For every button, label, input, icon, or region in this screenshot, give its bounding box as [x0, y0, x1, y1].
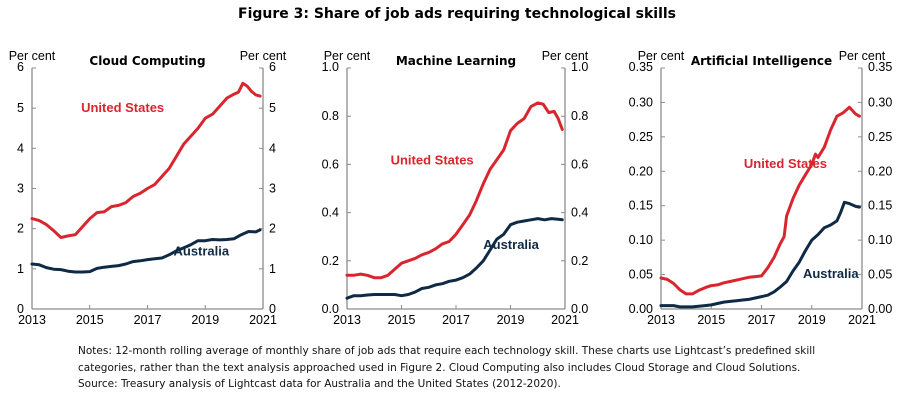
y-tick-label-left: 0.8 [322, 109, 339, 123]
y-tick-label-right: 4 [269, 141, 276, 155]
y-tick-label-right: 0.10 [868, 233, 892, 247]
charts-container: 0 0 1 1 2 2 3 3 4 4 5 5 6 6 2013 2015 2017 2019 2021 Per ce… [9, 49, 893, 327]
x-tick-label: 2015 [388, 313, 416, 327]
y-tick-label-left: 5 [17, 101, 24, 115]
series-label: Australia [173, 244, 229, 259]
y-tick-label-right: 0.25 [868, 130, 892, 144]
y-tick-label-left: 0.30 [629, 95, 653, 109]
y-unit-label-right: Per cent [542, 49, 589, 63]
series-label: United States [81, 100, 164, 115]
series-label: Australia [803, 266, 859, 281]
x-tick-label: 2013 [333, 313, 361, 327]
panel-title: Artificial Intelligence [691, 54, 832, 68]
y-tick-label-left: 6 [17, 60, 24, 74]
panel-title: Machine Learning [396, 54, 516, 68]
x-tick-label: 2017 [134, 313, 162, 327]
y-tick-label-left: 0 [17, 302, 24, 316]
y-tick-label-left: 0.2 [322, 254, 339, 268]
us-series-line [659, 105, 861, 296]
chart-panel-1: 0 0 1 1 2 2 3 3 4 4 5 5 6 6 2013 2015 2017 2019 2021 Per ce… [9, 49, 287, 327]
y-tick-label-right: 0.2 [571, 254, 588, 268]
figure-title: Figure 3: Share of job ads requiring tec… [238, 6, 676, 22]
y-tick-label-left: 4 [17, 141, 24, 155]
notes-line-3: Source: Treasury analysis of Lightcast d… [78, 378, 561, 390]
y-tick-label-left: 2 [17, 222, 24, 236]
y-tick-label-right: 5 [269, 101, 276, 115]
y-tick-label-right: 0.6 [571, 157, 588, 171]
x-tick-label: 2019 [191, 313, 219, 327]
y-tick-label-right: 0.20 [868, 164, 892, 178]
us-series-line [345, 101, 564, 280]
y-tick-label-right: 3 [269, 182, 276, 196]
series-label: United States [391, 152, 474, 167]
y-tick-label-left: 1 [17, 262, 24, 276]
y-tick-label-right: 1 [269, 262, 276, 276]
series-label: United States [744, 156, 827, 171]
y-tick-label-right: 0.0 [571, 302, 588, 316]
y-tick-label-right: 0.35 [868, 60, 892, 74]
x-tick-label: 2021 [551, 313, 579, 327]
y-tick-label-left: 0.25 [629, 130, 653, 144]
y-tick-label-right: 0.30 [868, 95, 892, 109]
au-series-line [659, 200, 861, 309]
y-unit-label-left: Per cent [638, 49, 685, 63]
y-tick-label-right: 0.05 [868, 268, 892, 282]
chart-panel-2: 0.0 0.0 0.2 0.2 0.4 0.4 0.6 0.6 0.8 0.8 1.0 1.0 2013… [322, 49, 589, 327]
x-tick-label: 2015 [697, 313, 725, 327]
notes-line-2: categories, rather than the text analysi… [78, 361, 801, 374]
figure-notes: Notes: 12-month rolling average of month… [78, 343, 878, 393]
au-series-line [345, 217, 564, 300]
y-tick-label-left: 3 [17, 182, 24, 196]
y-tick-label-left: 0.20 [629, 164, 653, 178]
panel-title: Cloud Computing [89, 54, 205, 68]
x-tick-label: 2017 [442, 313, 470, 327]
x-tick-label: 2021 [848, 313, 876, 327]
y-tick-label-left: 0.05 [629, 268, 653, 282]
y-tick-label-left: 0.15 [629, 199, 653, 213]
us-series-line [30, 81, 262, 239]
y-unit-label-right: Per cent [240, 49, 287, 63]
y-tick-label-right: 1.0 [571, 60, 588, 74]
notes-line-1: Notes: 12-month rolling average of month… [78, 345, 816, 357]
y-tick-label-left: 0.0 [322, 302, 339, 316]
y-tick-label-left: 1.0 [322, 60, 339, 74]
x-tick-label: 2013 [647, 313, 675, 327]
y-tick-label-left: 0.10 [629, 233, 653, 247]
y-tick-label-left: 0.35 [629, 60, 653, 74]
x-tick-label: 2015 [76, 313, 104, 327]
y-tick-label-left: 0.6 [322, 157, 339, 171]
y-unit-label-right: Per cent [839, 49, 886, 63]
x-tick-label: 2021 [249, 313, 277, 327]
y-tick-label-right: 0.4 [571, 206, 588, 220]
x-tick-label: 2019 [798, 313, 826, 327]
chart-panel-3: 0.00 0.00 0.05 0.05 0.10 0.10 0.15 0.15 0.20 0.20… [629, 49, 893, 327]
y-tick-label-right: 6 [269, 60, 276, 74]
x-tick-label: 2019 [497, 313, 525, 327]
y-unit-label-left: Per cent [9, 49, 56, 63]
y-unit-label-left: Per cent [324, 49, 371, 63]
y-tick-label-right: 2 [269, 222, 276, 236]
x-tick-label: 2013 [18, 313, 46, 327]
y-tick-label-right: 0.00 [868, 302, 892, 316]
y-tick-label-left: 0.00 [629, 302, 653, 316]
y-tick-label-right: 0.15 [868, 199, 892, 213]
y-tick-label-left: 0.4 [322, 206, 339, 220]
y-tick-label-right: 0.8 [571, 109, 588, 123]
y-tick-label-right: 0 [269, 302, 276, 316]
x-tick-label: 2017 [748, 313, 776, 327]
series-label: Australia [483, 237, 539, 252]
au-series-line [30, 228, 262, 274]
